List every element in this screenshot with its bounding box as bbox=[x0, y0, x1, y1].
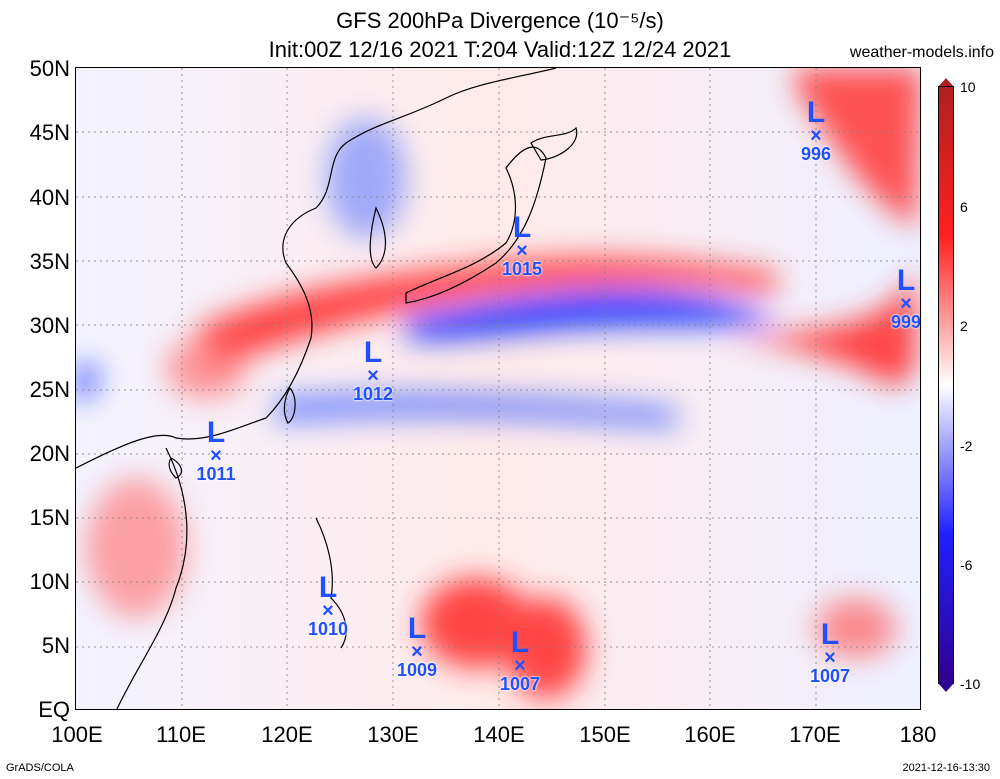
divergence-southeast bbox=[816, 598, 896, 658]
lat-label: 30N bbox=[29, 313, 70, 338]
low-letter: L bbox=[206, 416, 226, 449]
low-center-mark: × bbox=[900, 293, 912, 315]
lat-label: 35N bbox=[29, 249, 70, 274]
colorbar-label: -6 bbox=[960, 557, 973, 573]
low-pressure-value: 1009 bbox=[396, 660, 438, 680]
lon-label: 140E bbox=[473, 722, 525, 747]
divergence-china bbox=[166, 338, 246, 398]
divergence-southwest bbox=[86, 478, 186, 618]
low-letter: L bbox=[806, 96, 826, 129]
colorbar-label: 10 bbox=[960, 79, 976, 95]
divergence-northeast bbox=[796, 68, 920, 228]
low-pressure-marker: L × 1011 bbox=[196, 416, 236, 485]
low-pressure-marker: L × 1009 bbox=[396, 612, 438, 681]
coastlines bbox=[76, 68, 578, 709]
low-pressure-value: 1007 bbox=[499, 674, 541, 694]
colorbar-label: 6 bbox=[960, 199, 968, 215]
low-pressure-value: 1011 bbox=[196, 464, 236, 484]
colorbar-label: 2 bbox=[960, 318, 968, 334]
low-pressure-marker: L × 1007 bbox=[499, 626, 541, 695]
colorbar-bottom-arrow bbox=[938, 683, 954, 692]
divergence-south-2 bbox=[506, 598, 586, 698]
low-pressure-marker: L × 1012 bbox=[352, 336, 394, 405]
divergence-east bbox=[726, 268, 916, 388]
lon-label: 100E bbox=[51, 722, 103, 747]
colorbar-label: -2 bbox=[960, 438, 973, 454]
footer-credit: GrADS/COLA bbox=[6, 762, 74, 774]
low-center-mark: × bbox=[367, 365, 379, 387]
low-letter: L bbox=[510, 626, 530, 659]
low-pressure-value: 1015 bbox=[501, 259, 543, 279]
convergence-korea bbox=[326, 118, 406, 238]
lat-label: 15N bbox=[29, 505, 70, 530]
low-pressure-marker: L × 996 bbox=[800, 96, 832, 165]
colorbar-label: -10 bbox=[960, 676, 981, 692]
lat-label: 10N bbox=[29, 569, 70, 594]
low-letter: L bbox=[512, 211, 532, 244]
low-center-mark: × bbox=[411, 641, 423, 663]
low-center-mark: × bbox=[516, 240, 528, 262]
low-letter: L bbox=[363, 336, 383, 369]
lon-label: 120E bbox=[261, 722, 313, 747]
low-pressure-marker: L × 1007 bbox=[809, 618, 851, 687]
low-pressure-value: 996 bbox=[800, 144, 832, 164]
low-pressure-value: 1010 bbox=[307, 619, 349, 639]
lon-label: 180 bbox=[899, 722, 937, 747]
lon-label: 150E bbox=[579, 722, 631, 747]
lat-label: 50N bbox=[29, 56, 70, 81]
lat-label: EQ bbox=[38, 697, 70, 722]
colorbar bbox=[938, 86, 954, 684]
low-pressure-marker: L × 999 bbox=[890, 264, 921, 333]
low-center-mark: × bbox=[210, 445, 222, 467]
divergence-south-1 bbox=[421, 578, 531, 668]
convergence-west bbox=[76, 365, 97, 398]
lon-label: 160E bbox=[684, 722, 736, 747]
low-pressure-value: 1012 bbox=[352, 384, 394, 404]
low-pressure-marker: L × 1015 bbox=[501, 211, 543, 280]
lat-label: 40N bbox=[29, 185, 70, 210]
map-panel: L × 996 L × 1015 L × 999 L × 1012 L × 10… bbox=[75, 67, 921, 710]
lat-label: 20N bbox=[29, 441, 70, 466]
low-center-mark: × bbox=[514, 655, 526, 677]
lat-label: 45N bbox=[29, 120, 70, 145]
low-letter: L bbox=[896, 264, 916, 297]
low-center-mark: × bbox=[810, 125, 822, 147]
low-letter: L bbox=[318, 571, 338, 604]
low-center-mark: × bbox=[824, 647, 836, 669]
low-letter: L bbox=[407, 612, 427, 645]
lon-label: 130E bbox=[367, 722, 419, 747]
low-pressure-marker: L × 1010 bbox=[307, 571, 349, 640]
gridlines bbox=[76, 68, 920, 709]
lat-label: 5N bbox=[41, 633, 70, 658]
chart-title: GFS 200hPa Divergence (10⁻⁵/s) bbox=[336, 8, 664, 33]
chart-subtitle: Init:00Z 12/16 2021 T:204 Valid:12Z 12/2… bbox=[268, 37, 732, 62]
lon-label: 110E bbox=[156, 722, 206, 747]
low-letter: L bbox=[820, 618, 840, 651]
colorbar-top-arrow bbox=[938, 78, 954, 87]
divergence-band bbox=[196, 257, 776, 368]
low-center-mark: × bbox=[322, 600, 334, 622]
footer-timestamp: 2021-12-16-13:30 bbox=[902, 762, 990, 774]
lon-label: 170E bbox=[789, 722, 841, 747]
low-pressure-value: 999 bbox=[890, 312, 921, 332]
lat-label: 25N bbox=[29, 377, 70, 402]
low-pressure-value: 1007 bbox=[809, 666, 851, 686]
convergence-band-south bbox=[276, 392, 676, 428]
map-field bbox=[76, 68, 920, 709]
site-label: weather-models.info bbox=[849, 44, 994, 61]
